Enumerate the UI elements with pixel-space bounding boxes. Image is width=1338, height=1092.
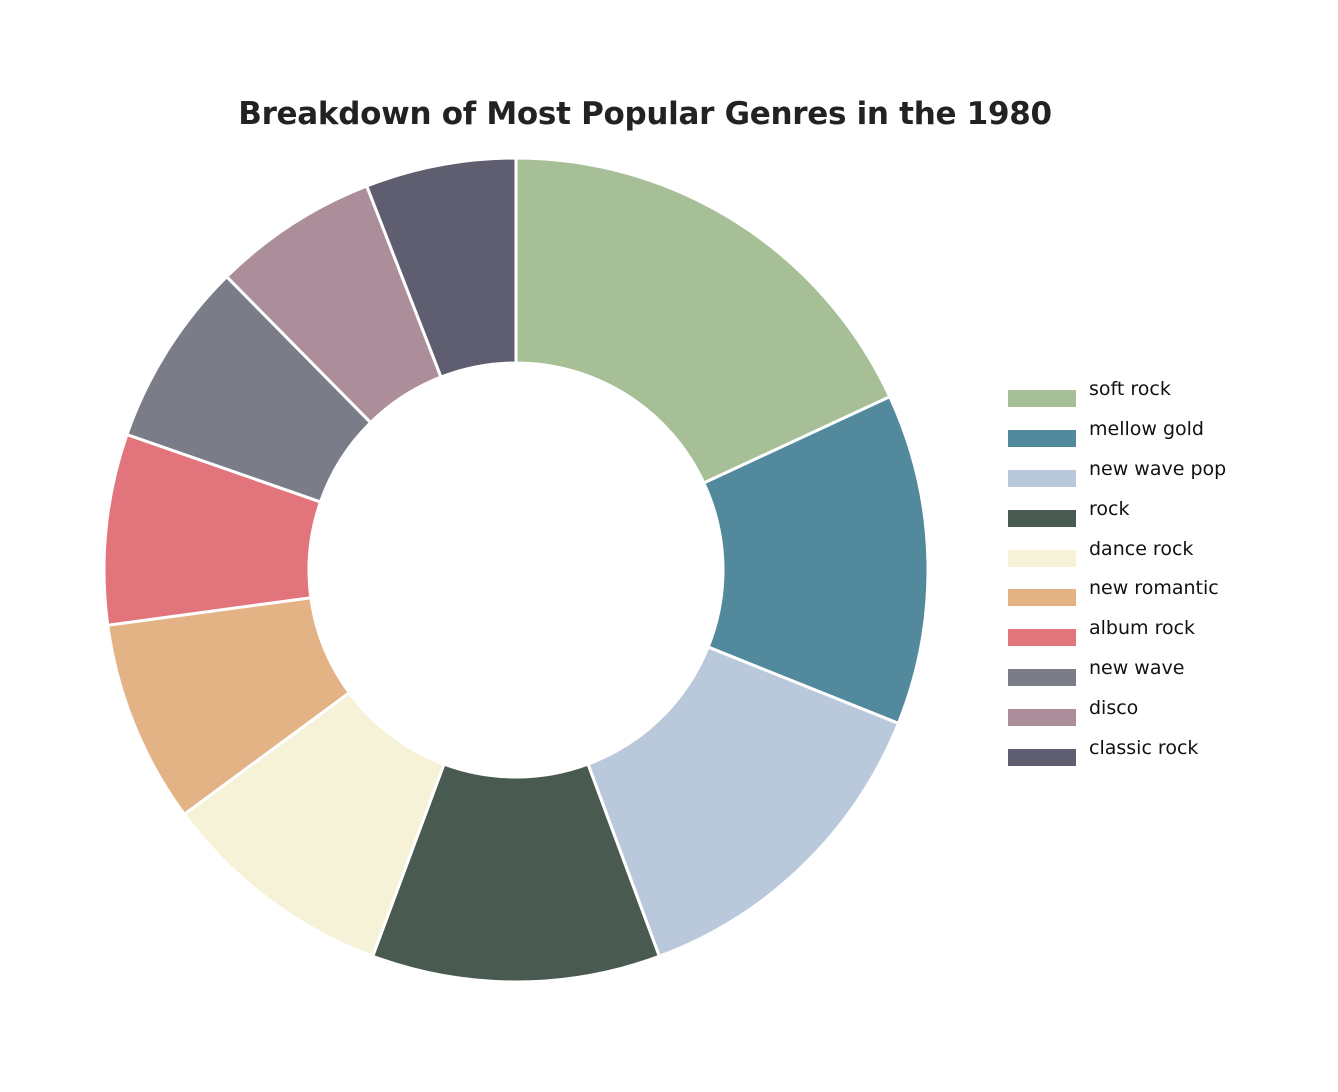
slice-rock bbox=[371, 762, 661, 984]
legend-label: disco bbox=[1089, 696, 1139, 719]
legend-item-new-romantic: new romantic bbox=[1008, 578, 1226, 618]
legend-item-rock: rock bbox=[1008, 498, 1226, 538]
slice-new-wave-pop bbox=[586, 645, 900, 958]
slice-mellow-gold bbox=[702, 395, 930, 725]
legend-label: dance rock bbox=[1089, 537, 1194, 560]
legend-label: new wave bbox=[1089, 656, 1185, 679]
legend-label: mellow gold bbox=[1089, 418, 1204, 441]
legend-item-album-rock: album rock bbox=[1008, 618, 1226, 658]
legend-swatch bbox=[1008, 668, 1076, 686]
legend-swatch bbox=[1008, 390, 1076, 408]
legend-swatch bbox=[1008, 509, 1076, 527]
legend-swatch bbox=[1008, 430, 1076, 448]
slice-classic-rock bbox=[365, 156, 518, 379]
legend-item-mellow-gold: mellow gold bbox=[1008, 419, 1226, 459]
legend-item-new-wave-pop: new wave pop bbox=[1008, 459, 1226, 499]
legend-swatch bbox=[1008, 469, 1076, 487]
legend-item-dance-rock: dance rock bbox=[1008, 538, 1226, 578]
slice-soft-rock bbox=[514, 156, 892, 485]
legend-label: new romantic bbox=[1089, 577, 1219, 600]
legend-swatch bbox=[1008, 589, 1076, 607]
legend-swatch bbox=[1008, 708, 1076, 726]
legend-item-soft-rock: soft rock bbox=[1008, 379, 1226, 419]
legend-swatch bbox=[1008, 748, 1076, 766]
legend-label: soft rock bbox=[1089, 378, 1171, 401]
legend-item-disco: disco bbox=[1008, 697, 1226, 737]
chart-title: Breakdown of Most Popular Genres in the … bbox=[238, 96, 1052, 132]
legend-label: album rock bbox=[1089, 617, 1196, 640]
legend-label: new wave pop bbox=[1089, 457, 1227, 480]
legend-label: classic rock bbox=[1089, 736, 1199, 759]
legend-item-classic-rock: classic rock bbox=[1008, 737, 1226, 777]
legend-swatch bbox=[1008, 629, 1076, 647]
legend-item-new-wave: new wave bbox=[1008, 658, 1226, 698]
legend-swatch bbox=[1008, 549, 1076, 567]
legend-label: rock bbox=[1089, 497, 1130, 520]
chart-legend: soft rock mellow gold new wave pop rock danc… bbox=[1008, 379, 1226, 777]
